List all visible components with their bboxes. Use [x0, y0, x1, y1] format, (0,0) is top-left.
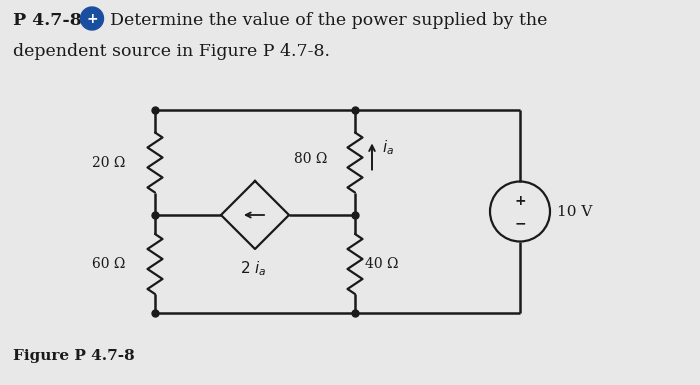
Text: $2\ i_a$: $2\ i_a$ — [239, 259, 267, 278]
Text: $i_a$: $i_a$ — [382, 138, 394, 157]
Text: 10 V: 10 V — [557, 204, 592, 219]
Text: −: − — [514, 216, 526, 231]
Text: +: + — [86, 12, 98, 25]
Text: 80 Ω: 80 Ω — [293, 152, 327, 166]
Text: P 4.7-8: P 4.7-8 — [13, 12, 82, 29]
Text: 20 Ω: 20 Ω — [92, 156, 125, 169]
Text: 60 Ω: 60 Ω — [92, 257, 125, 271]
Text: Figure P 4.7-8: Figure P 4.7-8 — [13, 349, 134, 363]
Text: Determine the value of the power supplied by the: Determine the value of the power supplie… — [110, 12, 547, 29]
Text: 40 Ω: 40 Ω — [365, 257, 398, 271]
Circle shape — [80, 7, 104, 30]
Text: dependent source in Figure P 4.7-8.: dependent source in Figure P 4.7-8. — [13, 43, 330, 60]
Text: +: + — [514, 194, 526, 208]
